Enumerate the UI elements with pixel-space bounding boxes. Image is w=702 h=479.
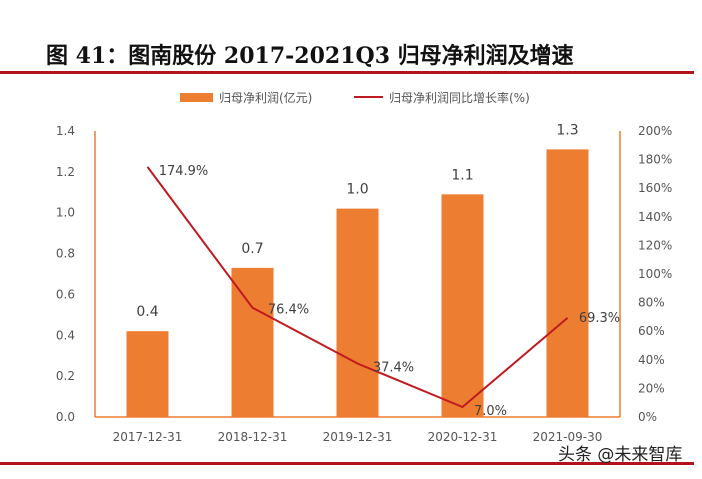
x-tick-label: 2021-09-30 <box>533 430 603 444</box>
legend-bar-swatch <box>180 93 213 102</box>
right-tick-label: 120% <box>638 238 672 252</box>
right-tick-label: 80% <box>638 296 665 310</box>
left-tick-label: 0.6 <box>56 287 75 301</box>
bar <box>441 194 484 417</box>
bottom-rule <box>0 462 694 465</box>
line-data-label: 76.4% <box>268 303 309 318</box>
right-tick-label: 20% <box>638 381 665 395</box>
bar <box>231 267 274 417</box>
left-tick-label: 1.4 <box>56 124 75 138</box>
x-tick-label: 2017-12-31 <box>113 430 183 444</box>
x-tick-label: 2018-12-31 <box>218 430 288 444</box>
legend-line-label: 归母净利润同比增长率(%) <box>389 90 530 105</box>
right-tick-label: 200% <box>638 124 672 138</box>
left-tick-label: 1.0 <box>56 206 75 220</box>
right-tick-label: 0% <box>638 410 657 424</box>
line-data-label: 37.4% <box>373 361 414 376</box>
left-tick-label: 0.4 <box>56 328 75 342</box>
x-tick-label: 2020-12-31 <box>428 430 498 444</box>
x-tick-label: 2019-12-31 <box>323 430 393 444</box>
right-tick-label: 100% <box>638 267 672 281</box>
right-tick-label: 60% <box>638 324 665 338</box>
figure-title: 图 41：图南股份 2017-2021Q3 归母净利润及增速 <box>46 43 574 69</box>
line-data-label: 174.9% <box>159 164 209 179</box>
left-tick-label: 0.0 <box>56 410 75 424</box>
left-tick-label: 0.8 <box>56 247 75 261</box>
bar <box>546 149 589 417</box>
bar-data-label: 1.1 <box>451 167 473 183</box>
bar-data-label: 1.0 <box>346 182 368 198</box>
legend-bar-label: 归母净利润(亿元) <box>219 90 312 105</box>
growth-line <box>146 166 569 409</box>
bar-data-label: 1.3 <box>556 122 578 138</box>
left-tick-label: 1.2 <box>56 165 75 179</box>
bar-data-label: 0.7 <box>241 241 263 257</box>
right-tick-label: 180% <box>638 153 672 167</box>
left-tick-label: 0.2 <box>56 369 75 383</box>
bar <box>126 331 169 417</box>
bar-data-label: 0.4 <box>136 304 158 320</box>
title-underline <box>0 71 694 74</box>
right-tick-label: 160% <box>638 181 672 195</box>
right-tick-label: 140% <box>638 210 672 224</box>
watermark: 头条 @未来智库 <box>558 445 683 465</box>
line-data-label: 7.0% <box>474 404 507 419</box>
right-tick-label: 40% <box>638 353 665 367</box>
bar <box>336 208 379 417</box>
line-data-label: 69.3% <box>579 311 620 326</box>
